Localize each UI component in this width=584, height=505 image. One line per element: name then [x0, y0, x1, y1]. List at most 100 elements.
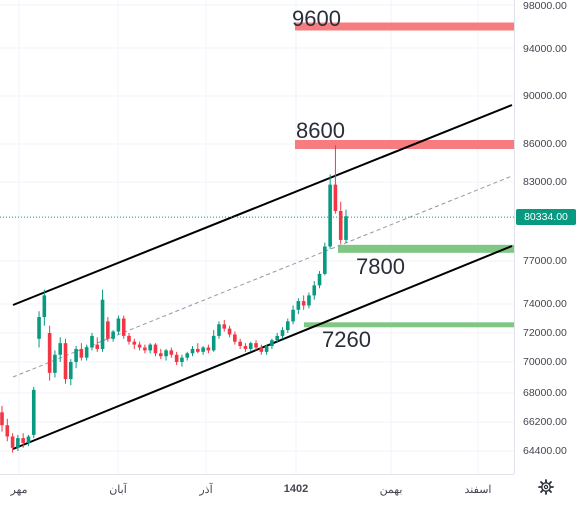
candle-body: [26, 436, 31, 443]
candle-body: [227, 328, 232, 335]
candle-body: [201, 347, 205, 352]
price-tick: 74000.00: [523, 298, 567, 310]
candle-body: [37, 317, 41, 339]
resistance-band-8600: [295, 140, 514, 149]
candle-body: [121, 318, 126, 336]
candle-body: [264, 346, 269, 352]
price-tick: 86000.00: [523, 138, 567, 150]
price-tick: 66200.00: [523, 416, 567, 428]
candle-body: [116, 318, 121, 332]
candle-body: [333, 184, 338, 211]
level-label-7800: 7800: [356, 254, 405, 279]
candle-body: [74, 348, 78, 362]
candle-body: [106, 321, 110, 339]
time-label-mehr: مهر: [10, 484, 28, 496]
candle-body: [5, 425, 10, 437]
price-axis[interactable]: 98000.00 94000.00 90000.00 86000.00 8300…: [514, 0, 584, 474]
candle-body: [69, 362, 73, 380]
candle-body: [196, 348, 200, 352]
candle-body: [301, 301, 306, 306]
candle-body: [21, 438, 25, 443]
candle-body: [275, 335, 279, 341]
candle-body: [323, 246, 327, 274]
candle-body: [243, 346, 248, 349]
current-price-badge: 80334.00: [516, 209, 576, 225]
candle-body: [291, 309, 295, 322]
settings-button[interactable]: [538, 479, 558, 499]
candle-body: [58, 343, 63, 355]
price-tick: 94000.00: [523, 43, 567, 55]
price-tick: 72000.00: [523, 327, 567, 339]
candle-body: [84, 347, 89, 358]
price-tick: 83000.00: [523, 176, 567, 188]
resistance-band-9600: [295, 22, 514, 31]
candle-body: [164, 350, 168, 357]
level-label-9600: 9600: [292, 6, 341, 31]
candle-body: [328, 184, 332, 247]
price-tick: 64400.00: [523, 445, 567, 457]
candle-body: [16, 438, 20, 448]
trend-channel: [12, 104, 513, 450]
support-band-7260: [304, 322, 514, 328]
channel-upper-line: [12, 104, 513, 306]
candle-body: [217, 324, 221, 336]
time-label-year: 1402: [283, 483, 309, 495]
candle-body: [100, 299, 105, 349]
candle-body: [63, 343, 68, 380]
candle-body: [344, 216, 348, 240]
candle-body: [10, 436, 15, 448]
time-label-bahman: بهمن: [379, 484, 403, 496]
candle-body: [137, 344, 142, 348]
price-tick: 77000.00: [523, 255, 567, 267]
candle-body: [174, 354, 179, 362]
candle-body: [153, 344, 158, 354]
candle-body: [338, 210, 343, 240]
candle-body: [317, 273, 322, 286]
candle-body: [143, 347, 147, 351]
candle-body: [185, 353, 190, 358]
candle-body: [307, 295, 311, 306]
candle-body: [169, 350, 174, 355]
channel-midline: [12, 175, 513, 378]
candle-body: [285, 321, 290, 331]
candle-body: [190, 348, 195, 354]
candle-body: [211, 335, 216, 351]
candle-body: [79, 348, 84, 358]
price-tick: 90000.00: [523, 90, 567, 102]
level-label-7260: 7260: [322, 327, 371, 352]
candle-body: [296, 301, 301, 310]
candle-body: [111, 331, 115, 339]
chart-grid: [0, 0, 514, 474]
candle-body: [132, 341, 137, 345]
candle-body: [148, 344, 152, 351]
candle-body: [90, 335, 94, 348]
chart-pane[interactable]: [0, 0, 514, 474]
time-label-aban: آبان: [109, 484, 127, 496]
price-tick: 70000.00: [523, 356, 567, 368]
candle-body: [254, 343, 258, 348]
level-label-8600: 8600: [296, 118, 345, 143]
candle-body: [31, 389, 36, 435]
candle-body: [222, 324, 227, 329]
price-tick: 98000.00: [523, 0, 567, 12]
candle-body: [238, 341, 242, 347]
gear-icon: [538, 479, 554, 495]
candle-body: [280, 330, 285, 336]
candle-body: [259, 347, 264, 352]
support-band-7800: [338, 244, 514, 253]
candle-body: [53, 354, 57, 373]
candle-body: [206, 347, 211, 351]
candles-group: [0, 145, 348, 453]
candle-body: [248, 343, 253, 349]
candle-body: [158, 353, 163, 357]
price-tick: 68000.00: [523, 387, 567, 399]
candle-body: [127, 335, 131, 342]
candle-body: [0, 412, 4, 426]
candle-body: [233, 334, 237, 342]
time-label-azar: آذر: [199, 484, 213, 496]
time-axis[interactable]: مهر آبان آذر 1402 بهمن اسفند: [0, 474, 514, 505]
candle-body: [47, 333, 52, 373]
candle-body: [95, 344, 100, 349]
price-level-bands: [295, 22, 514, 328]
